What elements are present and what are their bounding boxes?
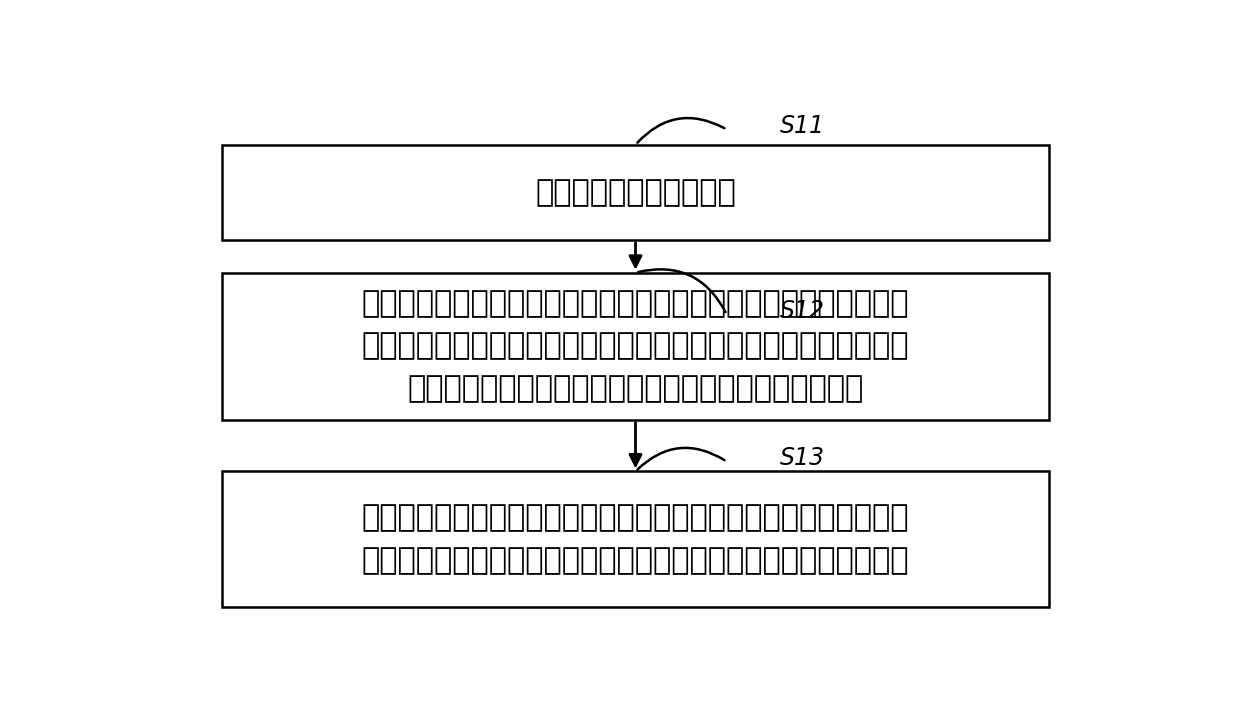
Text: S13: S13 — [780, 445, 825, 469]
Bar — [222, 472, 1049, 607]
Bar — [222, 273, 1049, 420]
Bar — [222, 145, 1049, 240]
Text: 向加速度计施加预载电压: 向加速度计施加预载电压 — [536, 178, 735, 207]
Text: S12: S12 — [780, 299, 825, 323]
Text: 在加速度计受到的加速度发生变化时，获取加速度计在第一预载电压
下输出的第一电压变化量，以及在加速度计受到的加速度发生变化时
，获取加速度计在第二预载电压下输出的: 在加速度计受到的加速度发生变化时，获取加速度计在第一预载电压 下输出的第一电压变… — [362, 289, 909, 404]
Text: 根据第一预载电压的第一静电负刚度、第二预载电压的第二静电负刚
度、第一电压变化量和第二电压变化量，得到加速度计的机械梁刚度: 根据第一预载电压的第一静电负刚度、第二预载电压的第二静电负刚 度、第一电压变化量… — [362, 503, 909, 575]
Text: S11: S11 — [780, 114, 825, 138]
